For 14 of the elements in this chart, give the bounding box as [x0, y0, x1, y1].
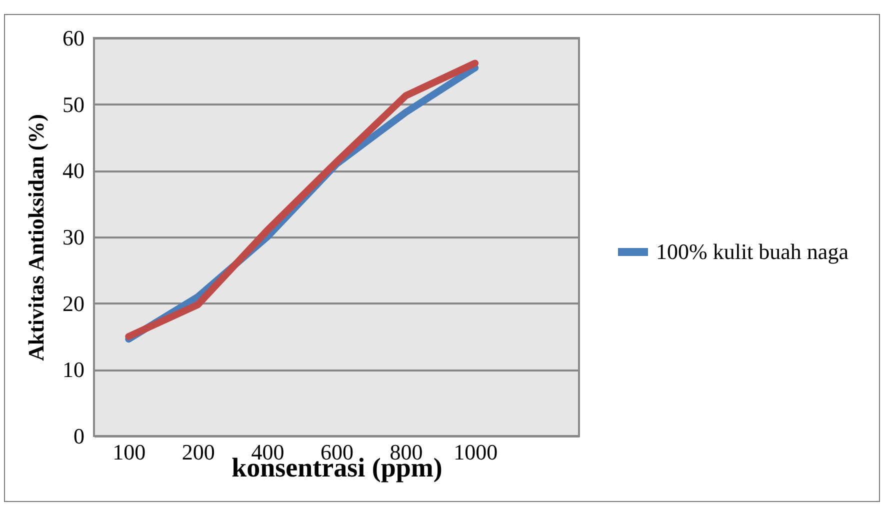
x-tick-label: 1000: [454, 440, 498, 464]
y-tick-label: 60: [62, 26, 84, 50]
y-tick-label: 40: [62, 158, 84, 184]
y-tick-label: 0: [74, 424, 84, 448]
y-tick-label: 50: [62, 92, 84, 117]
y-tick-label: 10: [62, 357, 84, 382]
x-tick-label: 100: [112, 440, 146, 464]
x-tick-label: 600: [320, 440, 354, 464]
y-axis-title: Aktivitas Antioksidan (%): [24, 114, 48, 361]
x-tick-label: 800: [390, 440, 423, 464]
y-tick-label: 20: [62, 290, 84, 316]
y-tick-label: 30: [62, 224, 84, 250]
legend-label: 100% kulit buah naga: [656, 239, 849, 264]
x-tick-label: 200: [182, 440, 215, 464]
